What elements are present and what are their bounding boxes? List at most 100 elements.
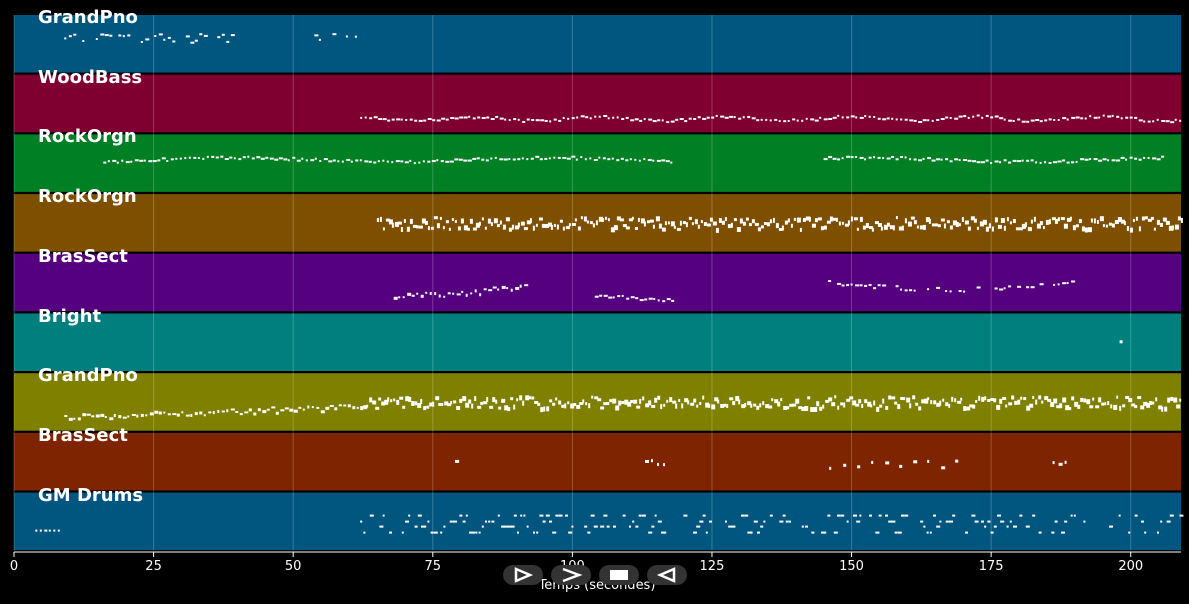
track-background bbox=[14, 253, 1181, 312]
note-mark bbox=[476, 157, 480, 160]
note-mark bbox=[954, 158, 959, 161]
note-mark bbox=[459, 514, 463, 517]
note-mark bbox=[589, 221, 593, 225]
note-mark bbox=[923, 525, 926, 528]
note-mark bbox=[661, 227, 666, 232]
note-mark bbox=[394, 221, 399, 227]
note-mark bbox=[651, 525, 655, 528]
note-mark bbox=[894, 531, 898, 534]
note-mark bbox=[483, 288, 487, 291]
note-mark bbox=[514, 225, 519, 230]
note-mark bbox=[1138, 226, 1141, 232]
track-background bbox=[14, 134, 1181, 192]
note-mark bbox=[280, 409, 285, 412]
note-mark bbox=[666, 298, 671, 301]
note-mark bbox=[760, 118, 763, 121]
note-mark bbox=[1101, 402, 1105, 406]
note-mark bbox=[499, 158, 504, 161]
note-mark bbox=[140, 41, 143, 43]
note-mark bbox=[1179, 398, 1182, 402]
note-mark bbox=[1027, 227, 1032, 232]
note-mark bbox=[86, 413, 91, 416]
note-mark bbox=[918, 159, 923, 162]
note-mark bbox=[875, 531, 880, 534]
note-mark bbox=[1102, 114, 1105, 117]
note-mark bbox=[715, 114, 718, 117]
note-mark bbox=[517, 222, 520, 228]
note-mark bbox=[868, 284, 872, 286]
note-mark bbox=[1113, 404, 1118, 410]
note-mark bbox=[831, 402, 836, 407]
note-mark bbox=[454, 158, 459, 161]
note-mark bbox=[913, 220, 917, 225]
note-mark bbox=[702, 395, 705, 400]
note-mark bbox=[427, 226, 430, 231]
note-mark bbox=[1017, 399, 1021, 405]
note-mark bbox=[1003, 287, 1006, 290]
note-mark bbox=[673, 225, 676, 229]
note-mark bbox=[477, 116, 481, 119]
note-mark bbox=[658, 223, 662, 229]
note-mark bbox=[172, 40, 176, 43]
note-mark bbox=[508, 227, 512, 232]
note-mark bbox=[1008, 119, 1013, 122]
note-mark bbox=[816, 401, 820, 407]
note-mark bbox=[616, 116, 619, 119]
note-mark bbox=[1066, 118, 1069, 121]
note-mark bbox=[781, 225, 784, 231]
forward-button[interactable] bbox=[551, 565, 591, 585]
note-mark bbox=[1166, 520, 1171, 523]
note-mark bbox=[497, 514, 500, 517]
note-mark bbox=[1062, 282, 1067, 285]
note-mark bbox=[1003, 225, 1006, 231]
note-mark bbox=[1030, 286, 1035, 289]
rewind-button[interactable] bbox=[647, 565, 687, 585]
note-mark bbox=[927, 119, 930, 122]
note-mark bbox=[571, 155, 576, 158]
x-tick-label: 175 bbox=[978, 559, 1004, 574]
note-mark bbox=[1019, 514, 1023, 517]
note-mark bbox=[307, 405, 310, 409]
note-mark bbox=[639, 299, 644, 302]
note-mark bbox=[958, 223, 961, 227]
note-mark bbox=[1021, 159, 1024, 162]
note-mark bbox=[603, 115, 608, 117]
note-mark bbox=[1039, 161, 1042, 164]
note-mark bbox=[706, 116, 710, 119]
note-mark bbox=[381, 401, 386, 406]
note-mark bbox=[448, 227, 451, 231]
note-mark bbox=[775, 223, 779, 229]
note-mark bbox=[319, 160, 322, 162]
note-mark bbox=[1059, 403, 1063, 409]
note-mark bbox=[711, 404, 716, 410]
note-mark bbox=[488, 520, 491, 523]
note-mark bbox=[356, 406, 359, 409]
note-mark bbox=[513, 404, 516, 410]
note-mark bbox=[612, 296, 615, 299]
note-mark bbox=[594, 295, 599, 298]
note-mark bbox=[627, 401, 632, 407]
note-mark bbox=[1114, 220, 1119, 224]
note-mark bbox=[634, 227, 638, 230]
note-mark bbox=[779, 520, 784, 523]
note-mark bbox=[411, 401, 415, 406]
note-mark bbox=[431, 160, 436, 163]
note-mark bbox=[785, 520, 789, 523]
note-mark bbox=[181, 411, 184, 414]
note-mark bbox=[901, 225, 904, 231]
play-button[interactable] bbox=[503, 565, 543, 585]
note-mark bbox=[1063, 223, 1068, 229]
note-mark bbox=[638, 514, 642, 517]
track-background bbox=[14, 313, 1181, 371]
note-mark bbox=[629, 158, 632, 161]
note-mark bbox=[1021, 120, 1026, 123]
note-mark bbox=[1003, 118, 1006, 121]
note-mark bbox=[1048, 162, 1052, 164]
note-mark bbox=[826, 220, 831, 224]
note-mark bbox=[757, 531, 760, 534]
note-mark bbox=[127, 34, 131, 37]
stop-button[interactable] bbox=[599, 565, 639, 585]
note-mark bbox=[1179, 514, 1184, 517]
note-mark bbox=[337, 160, 340, 163]
note-mark bbox=[229, 156, 233, 159]
